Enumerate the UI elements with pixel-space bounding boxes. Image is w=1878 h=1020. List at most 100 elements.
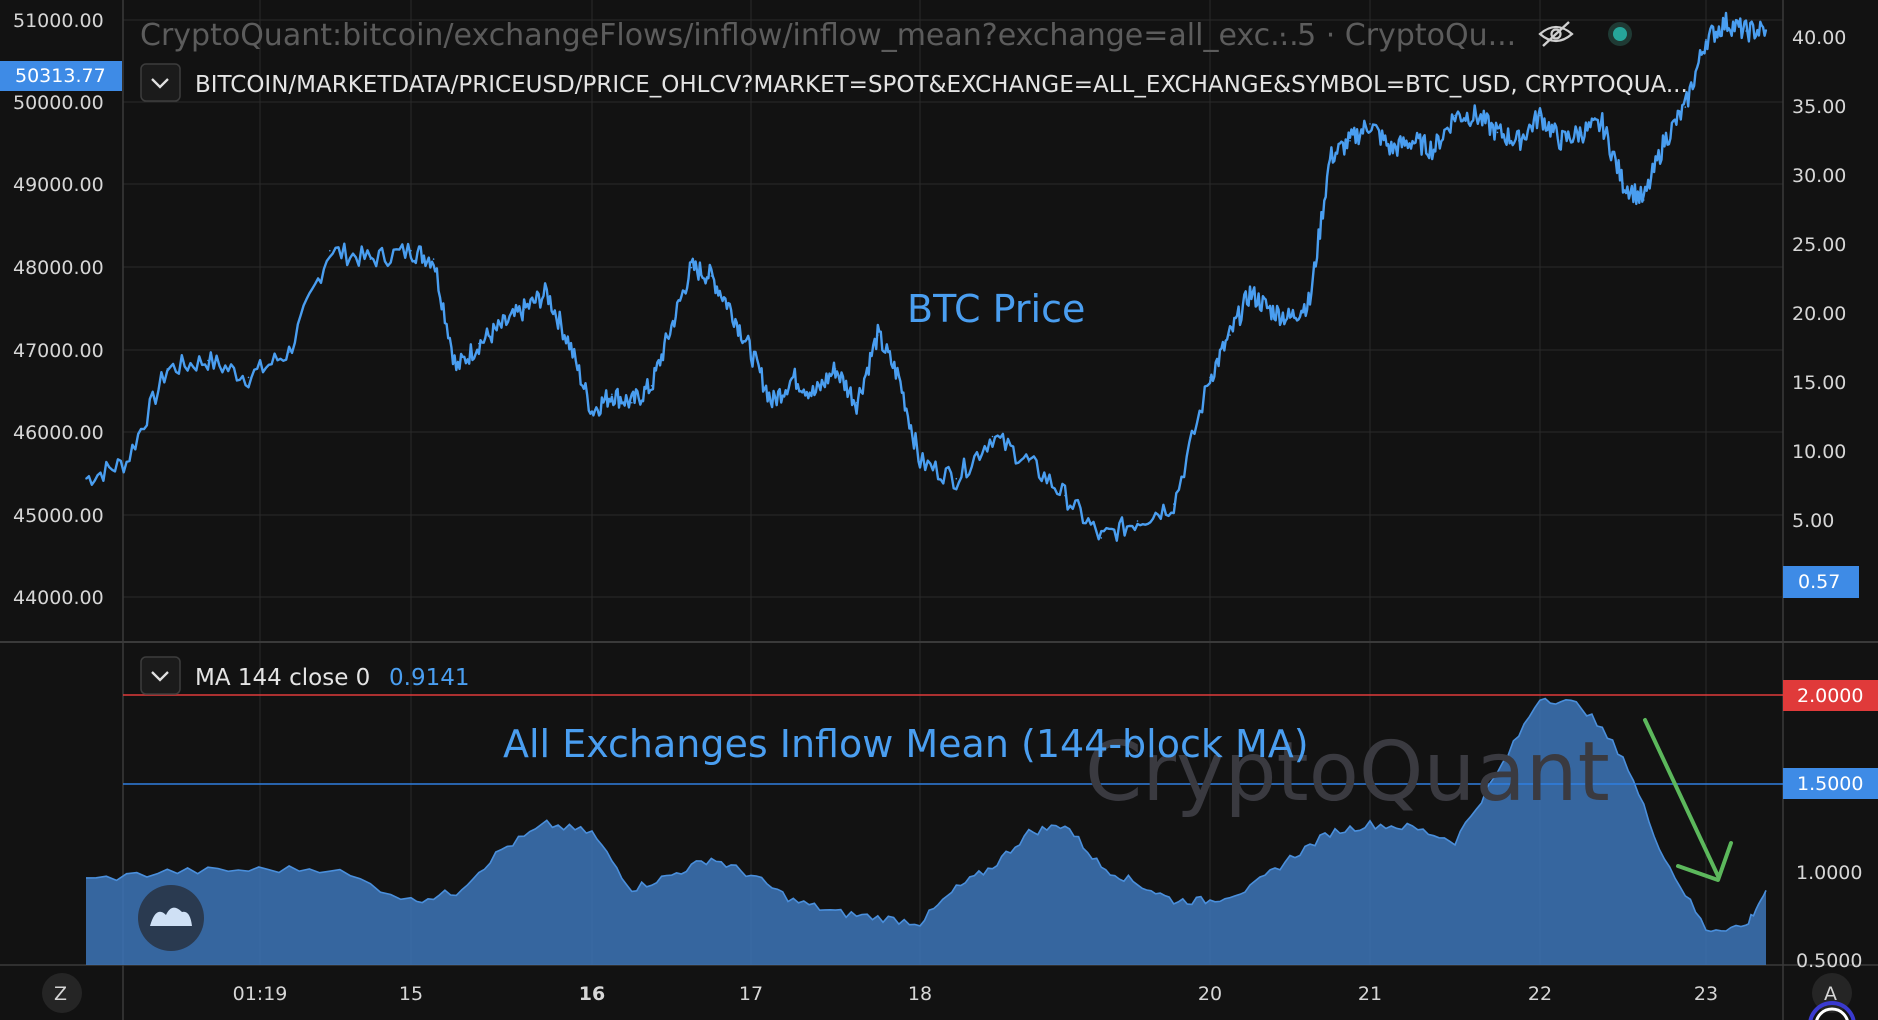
price-point <box>369 258 372 260</box>
time-tick-label: 21 <box>1358 983 1382 1005</box>
price-point <box>85 477 87 480</box>
inflow-annotation: All Exchanges Inflow Mean (144-block MA) <box>503 722 1309 766</box>
price-point <box>1765 29 1767 31</box>
price-legend-toggle[interactable] <box>140 63 181 102</box>
level-blue-badge: 1.5000 <box>1783 768 1878 799</box>
price-point <box>207 359 209 362</box>
time-tick-label: 23 <box>1694 983 1718 1005</box>
time-tick-label: 01:19 <box>233 983 288 1005</box>
price-tick-label: 50000.00 <box>13 92 104 114</box>
price-point <box>1643 199 1645 201</box>
price-point <box>690 266 693 269</box>
price-point <box>1390 148 1393 151</box>
price-point <box>670 325 673 328</box>
value-axis-right[interactable]: 40.00 35.00 30.00 25.00 20.00 15.00 10.00 5.00 <box>1792 27 1846 532</box>
price-point <box>125 461 128 463</box>
price-point <box>329 249 331 252</box>
cloud-chart-icon <box>150 907 192 926</box>
price-tick-label: 46000.00 <box>13 422 104 444</box>
price-point <box>1064 494 1066 497</box>
ma-legend-toggle[interactable] <box>140 656 181 695</box>
price-point <box>247 376 250 379</box>
zoom-left-button[interactable]: Z <box>42 973 82 1013</box>
price-point <box>591 410 593 413</box>
price-point <box>1349 140 1351 142</box>
price-series[interactable] <box>85 11 1768 542</box>
corner-circle-icon[interactable] <box>1808 1001 1856 1020</box>
price-point <box>1229 334 1231 336</box>
ma-legend-label: MA 144 close 0 <box>195 665 370 691</box>
price-point <box>611 393 613 396</box>
down-arrow-annotation <box>1643 718 1733 882</box>
inflow-area-series[interactable] <box>85 697 1767 966</box>
price-last-badge: 50313.77 <box>0 61 122 91</box>
time-axis[interactable]: 01:19 15 16 17 18 20 21 22 23 <box>233 983 1718 1005</box>
value-tick-label: 35.00 <box>1792 96 1846 118</box>
price-point <box>1329 156 1331 159</box>
value-tick-label: 25.00 <box>1792 234 1846 256</box>
price-point <box>1601 123 1604 125</box>
zoom-left-label: Z <box>54 983 67 1005</box>
price-point <box>710 275 713 277</box>
price-tick-label: 48000.00 <box>13 257 104 279</box>
time-tick-label: 15 <box>399 983 423 1005</box>
price-point <box>568 342 571 345</box>
value-tick-label: 5.00 <box>1792 510 1834 532</box>
price-point <box>1745 30 1747 32</box>
price-point <box>166 368 169 370</box>
price-point <box>1269 309 1271 311</box>
watermark-text: CryptoQuant <box>1085 725 1610 820</box>
price-point <box>1369 123 1371 125</box>
inflow-last-badge: 0.57 <box>1783 566 1859 598</box>
inflow-last-value: 0.57 <box>1798 571 1840 593</box>
price-last-value: 50313.77 <box>15 65 106 87</box>
price-tick-label: 51000.00 <box>13 10 104 32</box>
price-point <box>730 309 732 311</box>
price-point <box>410 249 412 252</box>
chevron-down-icon <box>151 78 169 89</box>
price-point <box>1560 140 1562 142</box>
price-point <box>1136 520 1139 522</box>
price-point <box>750 351 752 353</box>
cryptoquant-logo[interactable] <box>138 885 204 951</box>
price-point <box>1249 292 1251 294</box>
price-line[interactable] <box>85 11 1768 542</box>
price-point <box>792 376 795 379</box>
inflow-area[interactable] <box>86 698 1766 966</box>
price-tick-label: 47000.00 <box>13 340 104 362</box>
source-suffix: · 5 · CryptoQu... <box>1278 18 1516 53</box>
price-point <box>955 477 958 480</box>
price-point <box>813 393 816 396</box>
price-point <box>1100 537 1103 539</box>
price-point <box>1725 21 1727 24</box>
grid-lines <box>123 0 1783 965</box>
inflow-axis-right[interactable]: 1.0000 0.5000 <box>1796 862 1862 972</box>
price-point <box>1289 317 1291 320</box>
inflow-tick-label: 1.0000 <box>1796 862 1862 884</box>
price-point <box>898 376 900 379</box>
price-point <box>919 461 921 463</box>
time-tick-label: 17 <box>739 983 763 1005</box>
price-point <box>1309 300 1311 303</box>
auto-scale-button[interactable]: A <box>1812 973 1852 1013</box>
time-tick-label: 16 <box>579 983 605 1005</box>
price-point <box>1475 114 1478 117</box>
price-point <box>500 325 503 328</box>
price-point <box>855 401 858 404</box>
value-tick-label: 10.00 <box>1792 441 1846 463</box>
auto-scale-label: A <box>1824 983 1837 1005</box>
time-tick-label: 22 <box>1528 983 1552 1005</box>
eye-off-icon[interactable] <box>1538 21 1574 47</box>
source-title: CryptoQuant:bitcoin/exchangeFlows/inflow… <box>140 18 1299 53</box>
chevron-down-icon <box>151 671 169 682</box>
price-tick-label: 45000.00 <box>13 505 104 527</box>
price-annotation: BTC Price <box>907 287 1085 331</box>
price-point <box>523 309 525 311</box>
time-tick-label: 20 <box>1198 983 1222 1005</box>
price-point <box>1173 503 1175 505</box>
value-tick-label: 15.00 <box>1792 372 1846 394</box>
price-point <box>1411 140 1414 142</box>
price-axis-left[interactable]: 51000.00 50000.00 49000.00 48000.00 47000.00… <box>13 10 104 609</box>
price-point <box>478 342 480 345</box>
